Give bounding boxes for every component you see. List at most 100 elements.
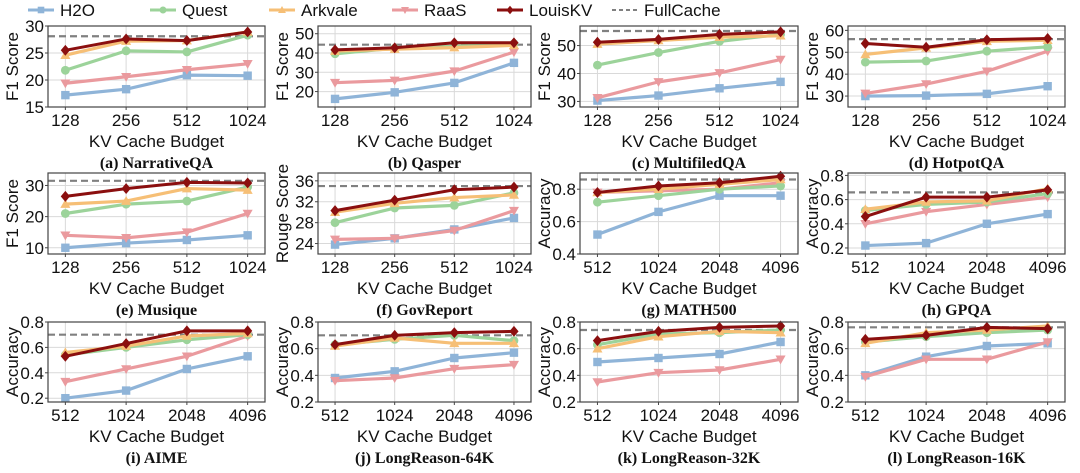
x-tick-label: 128 bbox=[583, 111, 611, 130]
data-point bbox=[860, 57, 870, 67]
data-point bbox=[775, 320, 786, 332]
series-line bbox=[597, 324, 781, 343]
data-point bbox=[714, 366, 725, 376]
series-h2o bbox=[330, 58, 519, 104]
data-point bbox=[60, 79, 71, 89]
series-raas bbox=[330, 206, 519, 245]
x-axis-label: KV Cache Budget bbox=[357, 132, 492, 151]
chart-caption: (c) MultifiledQA bbox=[632, 155, 747, 172]
data-point bbox=[449, 226, 460, 236]
data-point bbox=[592, 186, 603, 198]
x-axis-label: KV Cache Budget bbox=[89, 279, 224, 298]
series-line bbox=[864, 188, 1048, 218]
data-point bbox=[449, 67, 460, 77]
y-tick-label: 0.2 bbox=[820, 393, 844, 412]
data-point bbox=[330, 235, 341, 245]
data-point bbox=[861, 241, 870, 250]
y-axis-label: F1 Score bbox=[803, 32, 822, 101]
data-point bbox=[654, 353, 663, 363]
data-point bbox=[775, 26, 786, 38]
x-axis-label: KV Cache Budget bbox=[889, 132, 1024, 151]
data-point bbox=[450, 78, 459, 88]
data-point bbox=[121, 338, 131, 350]
y-tick-label: 0.6 bbox=[552, 213, 576, 232]
series-line bbox=[865, 212, 1048, 248]
y-tick-label: 0.8 bbox=[820, 313, 844, 332]
series-line bbox=[65, 334, 249, 384]
x-tick-label: 512 bbox=[51, 406, 79, 425]
series-line bbox=[597, 329, 781, 351]
data-point bbox=[921, 329, 931, 341]
x-tick-label: 128 bbox=[51, 258, 79, 277]
data-point bbox=[449, 192, 460, 202]
data-point bbox=[776, 77, 785, 87]
data-point bbox=[982, 219, 992, 228]
data-point bbox=[60, 377, 71, 387]
data-point bbox=[982, 341, 992, 351]
data-point bbox=[243, 26, 253, 38]
data-point bbox=[389, 234, 400, 244]
data-point bbox=[921, 91, 931, 100]
data-point bbox=[715, 191, 724, 200]
x-tick-label: 4096 bbox=[1029, 258, 1067, 277]
y-axis-label: F1 Score bbox=[3, 179, 22, 248]
y-tick-label: 20 bbox=[25, 71, 44, 90]
y-axis-label: Accuracy bbox=[3, 327, 22, 397]
series-line bbox=[334, 185, 515, 213]
data-point bbox=[182, 196, 192, 206]
x-tick-label: 256 bbox=[380, 258, 408, 277]
data-point bbox=[242, 60, 253, 69]
plot-frame bbox=[579, 25, 799, 108]
y-tick-label: 40 bbox=[557, 64, 576, 83]
data-point bbox=[860, 372, 871, 382]
y-tick-label: 50 bbox=[295, 25, 314, 44]
y-tick-label: 0.8 bbox=[552, 180, 576, 199]
series-line bbox=[65, 354, 248, 400]
x-axis-label: KV Cache Budget bbox=[89, 427, 224, 446]
data-point bbox=[330, 94, 340, 104]
legend-item-raas: RaaS bbox=[392, 1, 467, 20]
data-point bbox=[776, 181, 785, 191]
data-point bbox=[982, 321, 992, 333]
legend-marker-triangle-down bbox=[401, 7, 409, 14]
series-louiskv bbox=[860, 184, 1053, 222]
series-line bbox=[597, 177, 781, 195]
data-point bbox=[860, 333, 870, 345]
series-quest bbox=[60, 30, 253, 75]
data-point bbox=[182, 325, 192, 337]
series-louiskv bbox=[60, 176, 253, 202]
x-tick-label: 128 bbox=[321, 111, 349, 130]
series-line bbox=[65, 329, 248, 358]
y-tick-label: 0.2 bbox=[552, 393, 576, 412]
y-axis-label: F1 Score bbox=[535, 32, 554, 101]
series-louiskv bbox=[592, 26, 786, 48]
x-tick-label: 2048 bbox=[968, 406, 1006, 425]
chart-caption: (i) AIME bbox=[126, 450, 188, 467]
y-tick-label: 20 bbox=[25, 208, 44, 227]
data-point bbox=[982, 89, 992, 99]
y-tick-label: 50 bbox=[825, 43, 844, 62]
series-line bbox=[65, 62, 248, 85]
chart-panel-e: 10 20 30 128 256 512 1024 KV Cache Budget F1 Sco… bbox=[3, 172, 267, 319]
x-tick-label: 256 bbox=[112, 258, 140, 277]
plot-frame bbox=[317, 25, 532, 108]
x-axis-label: KV Cache Budget bbox=[357, 427, 492, 446]
data-point bbox=[182, 364, 192, 374]
data-point bbox=[654, 207, 663, 217]
series-line bbox=[65, 73, 248, 97]
x-tick-label: 1024 bbox=[762, 111, 800, 130]
chart-caption: (l) LongReason-16K bbox=[887, 450, 1026, 467]
series-h2o bbox=[61, 352, 252, 403]
chart-caption: (h) GPQA bbox=[922, 302, 992, 319]
data-point bbox=[449, 364, 460, 374]
y-tick-label: 30 bbox=[825, 87, 844, 106]
y-tick-label: 0.6 bbox=[20, 338, 44, 357]
data-point bbox=[715, 349, 724, 359]
series-line bbox=[65, 180, 248, 198]
data-point bbox=[449, 184, 459, 196]
x-tick-label: 256 bbox=[380, 111, 408, 130]
y-tick-label: 15 bbox=[25, 98, 44, 117]
data-point bbox=[654, 48, 663, 57]
series-line bbox=[334, 50, 515, 85]
